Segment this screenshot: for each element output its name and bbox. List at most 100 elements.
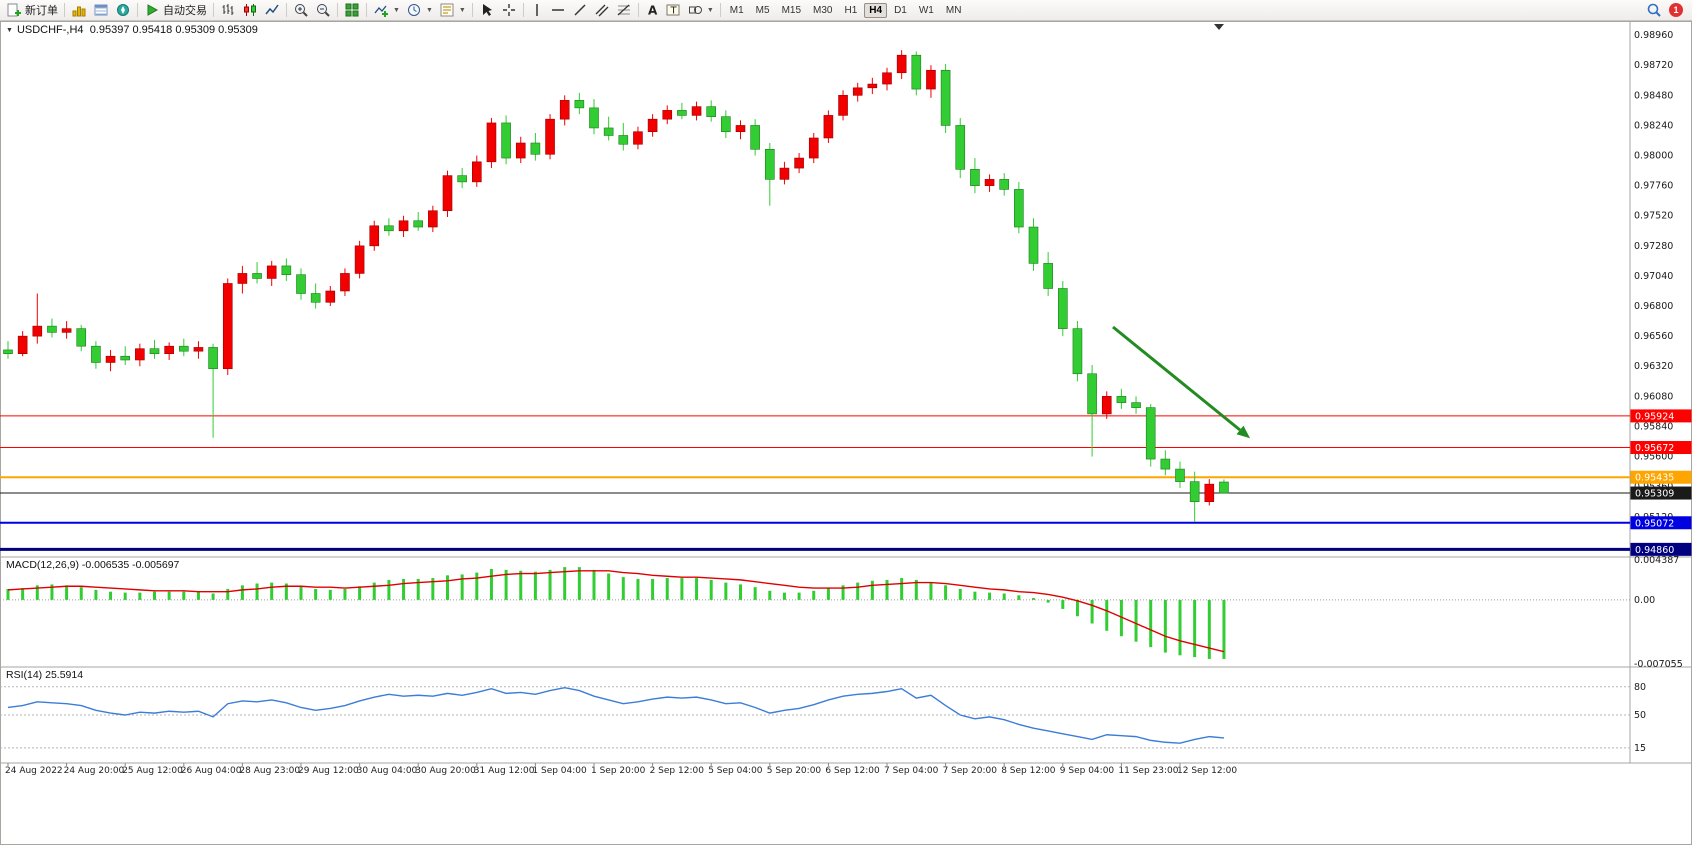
candlestick-series[interactable] [3, 50, 1229, 522]
trendline-button[interactable] [569, 1, 591, 19]
toolbar-separator [213, 3, 214, 17]
candle-body [691, 106, 702, 116]
candle-body [984, 179, 995, 186]
timeframe-button-d1[interactable]: D1 [894, 5, 907, 16]
navigator-button[interactable] [112, 1, 134, 19]
candle-body [647, 118, 658, 133]
trend-arrow[interactable] [1112, 325, 1251, 439]
timeframe-button-w1[interactable]: W1 [918, 5, 934, 16]
price-axis-label: 0.98000 [1634, 151, 1673, 162]
candle-body [47, 325, 57, 333]
candle-body [1101, 396, 1112, 415]
price-box [1630, 542, 1692, 556]
horizontal-line-icon [551, 9, 564, 11]
candle-body [135, 348, 145, 361]
indicators-button[interactable]: ▼ [370, 1, 403, 19]
periods-icon [407, 4, 420, 16]
price-axis-label: 0.98720 [1634, 60, 1673, 71]
crosshair-button[interactable] [498, 1, 520, 19]
text-label-button[interactable]: T [662, 1, 684, 19]
date-axis-label: 31 Aug 12:00 [474, 766, 535, 776]
candle-body [398, 220, 409, 232]
chart-shift-marker-icon[interactable] [1214, 24, 1224, 30]
candle-body [999, 179, 1010, 190]
market-watch-button[interactable] [68, 1, 90, 19]
horizontal-lines[interactable] [0, 415, 1630, 551]
date-axis-label: 1 Sep 20:00 [591, 766, 646, 776]
text-button[interactable]: A [642, 1, 662, 19]
horizontal-line-button[interactable] [547, 1, 569, 19]
equidistant-channel-button[interactable] [591, 1, 613, 19]
price-box-label: 0.94860 [1635, 545, 1674, 556]
candle-body [369, 225, 380, 247]
notifications-badge[interactable]: 1 [1669, 3, 1683, 17]
data-window-button[interactable] [90, 1, 112, 19]
zoom-in-button[interactable] [290, 1, 312, 19]
arrow-shaft[interactable] [1112, 325, 1241, 432]
candle-body [677, 110, 687, 116]
candle-body [237, 273, 248, 284]
crosshair-icon [502, 4, 515, 16]
candlestick-chart-button[interactable] [239, 1, 261, 19]
candle-body [105, 355, 116, 363]
toolbar-separator [366, 3, 367, 17]
zoom-out-icon [317, 4, 330, 17]
price-box [1630, 470, 1692, 484]
candle-body [559, 100, 570, 120]
toolbar-separator [64, 3, 65, 17]
price-box-label: 0.95072 [1635, 518, 1674, 529]
tile-windows-button[interactable] [341, 1, 363, 19]
candle-body [296, 274, 306, 294]
timeframe-button-m15[interactable]: M15 [781, 5, 802, 16]
timeframe-button-m5[interactable]: M5 [755, 5, 770, 16]
svg-text:A: A [648, 4, 658, 18]
chart-window: 0.004387 0.00 -0.007055 80 50 15 0.98960 0.98… [0, 21, 1692, 845]
templates-button[interactable]: ▼ [436, 1, 469, 19]
date-axis-label: 7 Sep 20:00 [943, 766, 998, 776]
date-axis-label: 7 Sep 04:00 [884, 766, 939, 776]
candle-body [266, 265, 277, 279]
search-button[interactable] [1643, 1, 1665, 19]
price-axis-label: 0.95600 [1634, 452, 1673, 463]
candles-icon [244, 4, 256, 16]
price-axis[interactable]: 0.98960 0.98720 0.98480 0.98240 0.98000 0.977… [1630, 30, 1692, 556]
timeframe-button-m1[interactable]: M1 [729, 5, 744, 16]
rsi-panel: 80 50 15 [0, 682, 1646, 754]
date-axis-label: 8 Sep 12:00 [1001, 766, 1056, 776]
candle-body [1145, 407, 1156, 460]
price-axis-label: 0.96800 [1634, 301, 1673, 312]
cursor-button[interactable] [476, 1, 498, 19]
channel-icon [595, 4, 609, 17]
periods-button[interactable]: ▼ [403, 1, 436, 19]
price-axis-label: 0.98960 [1634, 30, 1673, 41]
toolbar-separator [719, 3, 721, 17]
macd-signal-line [7, 570, 1225, 653]
vertical-line-button[interactable] [527, 1, 547, 19]
price-box [1630, 441, 1692, 455]
candle-body [721, 116, 731, 133]
timeframe-button-m30[interactable]: M30 [813, 5, 833, 16]
line-chart-button[interactable] [261, 1, 283, 19]
templates-icon [440, 3, 454, 17]
new-order-button[interactable]: 新订单 [3, 1, 61, 19]
candle-body [32, 325, 43, 337]
candle-body [926, 69, 936, 90]
date-axis-label: 6 Sep 12:00 [825, 766, 880, 776]
zoom-out-button[interactable] [312, 1, 334, 19]
shapes-button[interactable]: ▼ [684, 1, 717, 19]
fibonacci-button[interactable] [613, 1, 635, 19]
date-axis-label: 24 Aug 20:00 [64, 766, 125, 776]
timeframe-button-mn[interactable]: MN [945, 5, 962, 16]
new-order-icon [7, 3, 21, 17]
date-axis-label: 11 Sep 23:00 [1118, 766, 1178, 776]
algo-trading-button[interactable]: 自动交易 [141, 1, 210, 19]
timeframe-button-h1[interactable]: H1 [844, 5, 858, 16]
price-axis-label: 0.97520 [1634, 211, 1673, 222]
search-icon [1647, 3, 1661, 17]
toolbar-separator [522, 3, 524, 17]
timeframe-button-h4[interactable]: H4 [864, 3, 888, 18]
bar-chart-button[interactable] [217, 1, 239, 19]
candle-body [955, 125, 966, 170]
